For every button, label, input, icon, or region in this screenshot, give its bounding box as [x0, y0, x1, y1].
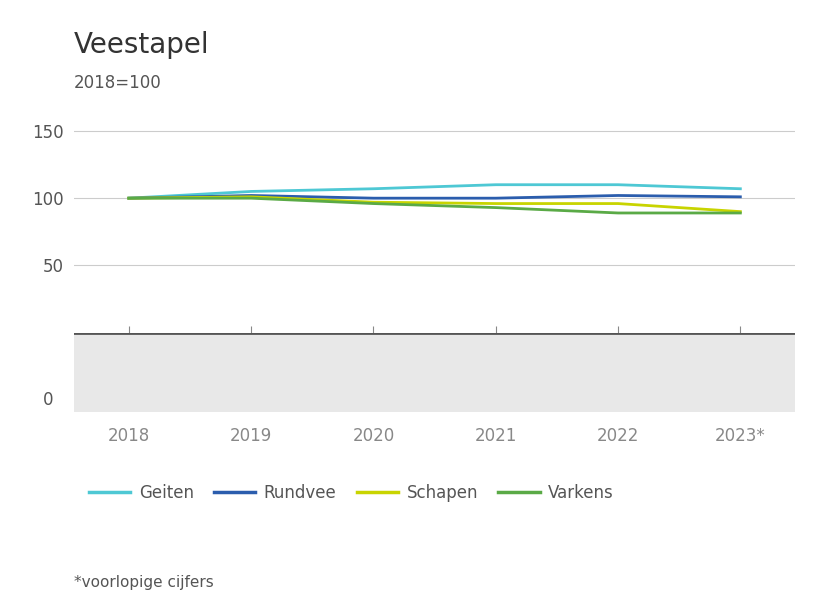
Text: *voorlopige cijfers: *voorlopige cijfers — [74, 576, 213, 590]
Legend: Geiten, Rundvee, Schapen, Varkens: Geiten, Rundvee, Schapen, Varkens — [82, 477, 620, 508]
Text: 2018=100: 2018=100 — [74, 74, 161, 92]
Text: 0: 0 — [43, 391, 53, 409]
Text: Veestapel: Veestapel — [74, 31, 209, 59]
